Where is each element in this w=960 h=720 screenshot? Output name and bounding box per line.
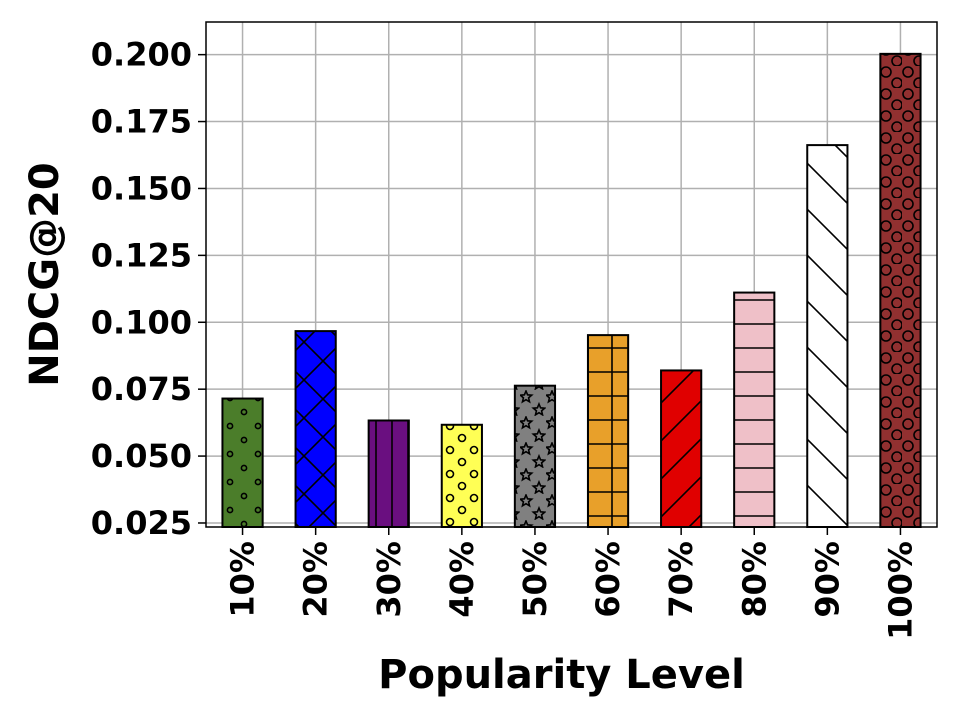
y-tick-label: 0.150 — [91, 169, 192, 207]
bar-80pct — [733, 291, 776, 528]
x-tick-label: 70% — [662, 541, 700, 618]
bar-10pct — [221, 397, 264, 529]
bar-90pct — [806, 144, 849, 528]
bar-100pct — [879, 52, 922, 529]
bars — [221, 52, 922, 529]
bar-30pct — [367, 419, 410, 529]
bar-50pct — [513, 384, 557, 528]
x-axis-label: Popularity Level — [378, 652, 745, 698]
bar-60pct — [586, 334, 630, 528]
x-tick-label: 90% — [808, 541, 846, 618]
y-tick-label: 0.025 — [91, 504, 192, 542]
x-tick-label: 100% — [881, 541, 919, 640]
bar-70pct — [660, 369, 703, 529]
y-tick-label: 0.075 — [91, 370, 192, 408]
plot-frame — [205, 21, 938, 528]
x-tick-label: 50% — [516, 541, 554, 618]
y-tick-label: 0.050 — [91, 437, 192, 475]
x-tick-label: 60% — [589, 541, 627, 618]
x-tick-label: 30% — [370, 541, 408, 618]
bar-20pct — [294, 330, 337, 528]
y-tick-label: 0.175 — [91, 103, 192, 141]
x-tick-label: 40% — [443, 541, 481, 618]
x-tick-label: 10% — [224, 541, 262, 618]
y-axis-label: NDCG@20 — [22, 162, 68, 387]
y-tick-label: 0.200 — [91, 36, 192, 74]
x-tick-label: 80% — [735, 541, 773, 618]
x-axis-ticks: 10% 20% 30% 40% 50% 60% 70% 80% 90% 100% — [224, 527, 919, 640]
y-tick-label: 0.125 — [91, 236, 192, 274]
y-tick-label: 0.100 — [91, 303, 192, 341]
x-tick-label: 20% — [297, 541, 335, 618]
bar-40pct — [440, 423, 483, 529]
y-axis-ticks: 0.025 0.050 0.075 0.100 0.125 0.150 0.175 0.200 — [91, 36, 206, 542]
